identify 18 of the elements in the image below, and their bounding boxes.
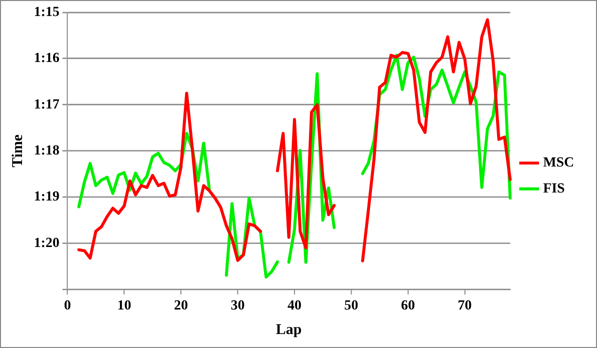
x-axis-title: Lap: [276, 322, 302, 338]
y-tick-label: 1:20: [34, 236, 60, 251]
y-axis-title: Time: [10, 134, 26, 168]
x-tick-label: 0: [64, 298, 71, 314]
y-tick-label: 1:16: [34, 51, 60, 66]
y-tick-label: 1:17: [34, 97, 60, 112]
y-tick-label: 1:18: [34, 144, 60, 159]
x-tick-label: 40: [288, 298, 302, 314]
x-tick-label: 70: [458, 298, 472, 314]
x-tick-label: 60: [401, 298, 416, 314]
x-tick-label: 30: [230, 298, 245, 314]
y-tick-label: 1:19: [34, 190, 60, 205]
legend-label: FIS: [543, 182, 566, 196]
x-tick-label: 20: [174, 298, 188, 314]
y-tick-label: 1:15: [34, 4, 60, 20]
x-tick-label: 10: [117, 298, 132, 314]
x-tick-label: 50: [344, 298, 358, 314]
legend-label: MSC: [543, 156, 574, 171]
